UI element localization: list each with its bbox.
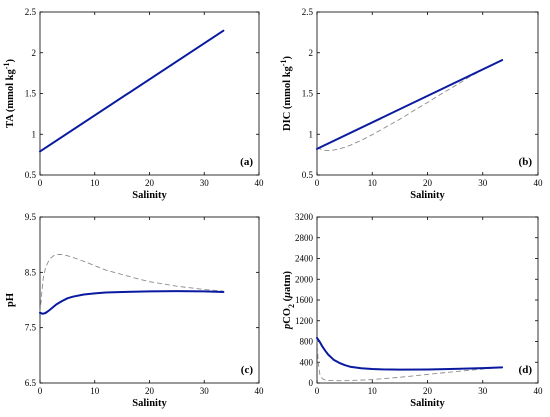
y-tick-label: 1: [309, 129, 314, 139]
y-tick-label: 2: [309, 48, 314, 58]
x-tick-label: 40: [255, 386, 265, 396]
panel-d: 0 10 20 30 400400800120016002000240028003200…: [282, 212, 543, 409]
y-axis-label: DIC (mmol kg-1): [279, 56, 293, 131]
plot-frame: [316, 216, 539, 384]
y-tick-label: 2.5: [302, 7, 314, 17]
x-axis-label: Salinity: [410, 190, 445, 201]
x-tick-label: 20: [145, 178, 155, 188]
solid-series-line: [316, 59, 504, 150]
x-tick-label: 40: [534, 178, 544, 188]
x-tick-label: 10: [90, 178, 100, 188]
dashed-series-line: [316, 59, 503, 152]
x-tick-label: 10: [90, 386, 100, 396]
panel-a: 0 10 20 30 40 0.5 1 1.5 2 2.5 Salinity TA (mmol kg-…: [2, 7, 264, 201]
plot-frame: [39, 11, 260, 176]
x-tick-label: 0: [38, 178, 43, 188]
y-tick-label: 0: [309, 378, 314, 388]
panel-label: (c): [241, 364, 254, 376]
x-axis-label: Salinity: [132, 190, 167, 201]
x-tick-label: 20: [145, 386, 155, 396]
y-tick-label: 1.5: [25, 89, 37, 99]
plot-frame: [39, 216, 260, 384]
x-axis-label: Salinity: [132, 398, 167, 409]
x-tick-label: 0: [315, 178, 320, 188]
x-tick-label: 30: [200, 178, 210, 188]
y-tick-label: 2000: [295, 274, 314, 284]
y-tick-label: 1: [32, 129, 37, 139]
x-tick-label: 0: [315, 386, 320, 396]
y-tick-label: 3200: [295, 212, 314, 222]
panel-b: 0 10 20 30 40 0.5 1 1.5 2 2.5 Salinity DIC (mmol kg…: [279, 7, 543, 201]
y-tick-label: 400: [300, 357, 314, 367]
y-tick-label: 1.5: [302, 89, 314, 99]
solid-series-line: [39, 29, 225, 153]
x-tick-label: 40: [534, 386, 544, 396]
y-axis-label: pH: [5, 293, 16, 307]
y-tick-label: 2.5: [25, 7, 37, 17]
panel-label: (a): [240, 156, 253, 168]
y-tick-label: 9.5: [25, 212, 37, 222]
y-tick-label: 0.5: [302, 170, 314, 180]
x-tick-label: 20: [423, 386, 433, 396]
y-tick-label: 1600: [295, 295, 314, 305]
panel-label: (b): [519, 156, 533, 168]
dashed-series-line: [39, 253, 224, 313]
solid-series-line: [39, 290, 225, 315]
x-axis-label: Salinity: [410, 398, 445, 409]
y-tick-label: 6.5: [25, 378, 37, 388]
solid-series-line: [316, 336, 504, 371]
dashed-series-line: [316, 337, 503, 382]
y-axis-label: TA (mmol kg-1): [2, 59, 16, 128]
x-tick-label: 0: [38, 386, 43, 396]
y-tick-label: 2800: [295, 233, 314, 243]
y-tick-label: 8.5: [25, 267, 37, 277]
x-tick-label: 40: [255, 178, 265, 188]
x-tick-label: 30: [200, 386, 210, 396]
y-tick-label: 800: [300, 337, 314, 347]
y-tick-label: 7.5: [25, 323, 37, 333]
x-tick-label: 10: [368, 386, 378, 396]
y-tick-label: 0.5: [25, 170, 37, 180]
x-tick-label: 20: [423, 178, 433, 188]
plot-frame: [316, 11, 539, 176]
panel-c: 0 10 20 30 40 6.5 7.5 8.5 9.5 Salinity pH (c): [5, 212, 264, 409]
x-tick-label: 30: [478, 386, 488, 396]
y-axis-label: pCO2 (μatm): [282, 271, 296, 330]
y-tick-label: 1200: [295, 316, 314, 326]
y-tick-label: 2400: [295, 254, 314, 264]
panel-label: (d): [519, 364, 533, 376]
x-tick-label: 30: [478, 178, 488, 188]
y-tick-label: 2: [32, 48, 37, 58]
x-tick-label: 10: [368, 178, 378, 188]
